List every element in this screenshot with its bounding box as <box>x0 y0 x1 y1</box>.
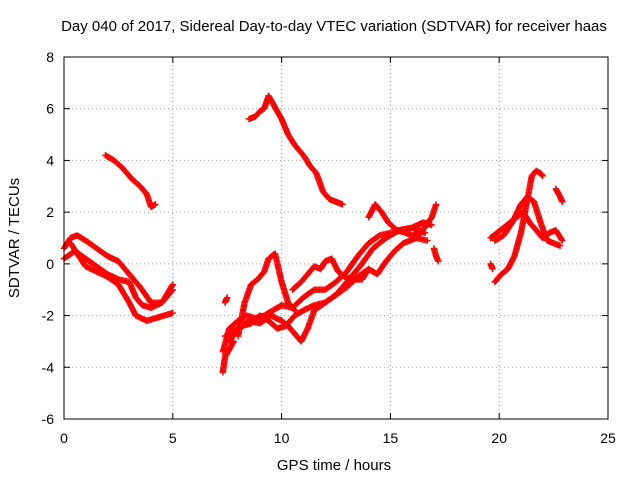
series-m <box>365 201 440 239</box>
plot-frame <box>63 56 609 420</box>
y-tick-label: 0 <box>46 256 54 272</box>
y-tick-label: -2 <box>42 308 55 324</box>
data-point <box>559 198 566 205</box>
y-tick-label: 8 <box>46 49 54 65</box>
data-point <box>538 171 546 179</box>
data-point <box>364 266 372 274</box>
series-i <box>289 255 372 293</box>
series-n <box>430 245 442 265</box>
data-point <box>152 201 159 208</box>
series-h <box>234 250 298 340</box>
axis-ticks: 0 5 10 15 20 25 -6 -4 -2 0 2 4 6 8 <box>42 49 616 446</box>
x-axis-label: GPS time / hours <box>277 457 391 474</box>
y-tick-label: -4 <box>42 359 55 375</box>
data-point <box>169 281 176 288</box>
grid <box>64 57 608 419</box>
y-tick-label: -6 <box>42 411 55 427</box>
x-tick-label: 15 <box>383 430 399 446</box>
data-point <box>559 237 566 244</box>
data-point <box>224 294 231 301</box>
series-l <box>245 92 346 208</box>
data-point <box>489 265 496 273</box>
series-s <box>487 260 496 273</box>
data-point <box>290 306 298 313</box>
y-tick-label: 6 <box>46 101 54 117</box>
data-point <box>558 236 565 243</box>
x-tick-label: 25 <box>600 430 616 446</box>
x-tick-label: 0 <box>60 430 68 446</box>
series-a <box>60 232 176 306</box>
x-tick-label: 10 <box>274 430 290 446</box>
x-tick-label: 20 <box>491 430 507 446</box>
series-c <box>67 239 176 324</box>
data-point <box>432 201 440 208</box>
data-point <box>230 338 237 345</box>
series-j <box>219 338 237 376</box>
data-point <box>291 307 298 314</box>
data-point <box>428 221 435 229</box>
series-g <box>226 224 429 345</box>
series-r <box>552 185 566 205</box>
data-point <box>556 242 564 249</box>
data-points <box>60 92 566 376</box>
data-point <box>365 265 372 273</box>
series-k <box>221 294 231 306</box>
chart-title: Day 040 of 2017, Sidereal Day-to-day VTE… <box>61 18 607 35</box>
data-point <box>339 201 346 208</box>
y-tick-label: 2 <box>46 204 54 220</box>
x-tick-label: 5 <box>169 430 177 446</box>
data-point <box>168 282 176 289</box>
series-d <box>102 152 159 211</box>
data-point <box>169 309 176 317</box>
series-p <box>491 193 564 249</box>
data-point <box>539 172 546 180</box>
series-q <box>491 167 546 286</box>
y-axis-label: SDTVAR / TECUs <box>6 178 23 298</box>
y-tick-label: 4 <box>46 152 54 168</box>
data-point <box>435 258 442 265</box>
data-point <box>424 237 431 244</box>
